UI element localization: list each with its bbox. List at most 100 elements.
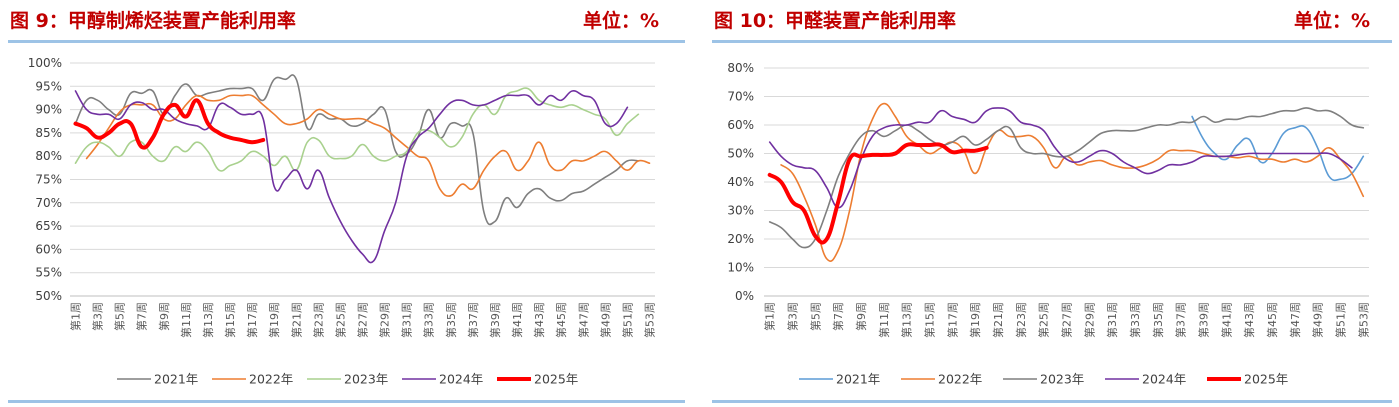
line-chart-formaldehyde: 0% 10% 20% 30% 40% 50% 60% 70% 80% 第1周 第3周 第5周 第7周 第9… (727, 61, 1370, 387)
x-tick-label: 第47周 (1288, 302, 1302, 338)
x-tick-label: 第3周 (786, 302, 800, 331)
legend-label: 2023年 (344, 372, 388, 387)
x-tick-label: 第13周 (201, 302, 215, 338)
series-line-3 (74, 87, 640, 172)
x-tick-label: 第17周 (945, 302, 959, 338)
x-tick-label: 第29周 (1082, 302, 1096, 338)
x-tick-label: 第21周 (289, 302, 303, 338)
y-tick-label: 80% (727, 61, 754, 75)
legend-label: 2021年 (154, 372, 198, 387)
x-tick-label: 第49周 (1311, 302, 1325, 338)
x-tick-label: 第29周 (378, 302, 392, 338)
y-tick-label: 90% (35, 103, 62, 117)
y-tick-label: 100% (28, 56, 62, 70)
divider-top (712, 40, 1392, 43)
legend-label: 2025年 (1244, 372, 1288, 387)
unit-label: 单位：% (583, 10, 660, 32)
x-tick-label: 第53周 (643, 302, 657, 338)
x-tick-label: 第25周 (333, 302, 347, 338)
x-tick-label: 第17周 (245, 302, 259, 338)
legend-label: 2022年 (938, 372, 982, 387)
series-line-1 (1191, 115, 1365, 182)
x-tick-label: 第39周 (488, 302, 502, 338)
chart-panel-methanol-to-olefins: 图 9：甲醇制烯烃装置产能利用率 单位：% 50% 55% 60% 65% 70% 75%… (0, 0, 690, 407)
series-line-5 (73, 98, 266, 150)
x-tick-label: 第27周 (356, 302, 370, 338)
divider-bottom (8, 400, 685, 403)
legend-label: 2021年 (836, 372, 880, 387)
y-tick-label: 0% (735, 289, 754, 303)
x-tick-label: 第41周 (1219, 302, 1233, 338)
y-tick-label: 60% (727, 118, 754, 132)
unit-label: 单位：% (1294, 10, 1371, 32)
legend-label: 2025年 (534, 372, 578, 387)
legend-label: 2024年 (1142, 372, 1186, 387)
x-tick-label: 第37周 (1174, 302, 1188, 338)
x-tick-label: 第25周 (1037, 302, 1051, 338)
x-tick-label: 第27周 (1060, 302, 1074, 338)
x-tick-label: 第31周 (400, 302, 414, 338)
x-tick-label: 第15周 (223, 302, 237, 338)
x-tick-label: 第15周 (923, 302, 937, 338)
chart-title: 图 9：甲醇制烯烃装置产能利用率 (10, 10, 296, 32)
x-tick-label: 第5周 (113, 302, 127, 331)
x-tick-label: 第19周 (267, 302, 281, 338)
x-tick-label: 第41周 (510, 302, 524, 338)
x-tick-label: 第45周 (1265, 302, 1279, 338)
line-chart-methanol-to-olefins: 50% 55% 60% 65% 70% 75% 80% 85% 90% 95% 100% 第1周 第3周… (28, 56, 657, 387)
series-line-4 (74, 90, 629, 264)
y-tick-label: 55% (35, 266, 62, 280)
y-tick-label: 65% (35, 219, 62, 233)
x-tick-label: 第23周 (311, 302, 325, 338)
legend-label: 2024年 (439, 372, 483, 387)
x-tick-label: 第1周 (69, 302, 83, 331)
series-line-2 (780, 102, 1365, 262)
series-line-3 (768, 107, 1365, 249)
y-tick-label: 20% (727, 232, 754, 246)
x-tick-label: 第3周 (91, 302, 105, 331)
y-tick-label: 60% (35, 242, 62, 256)
legend-label: 2023年 (1040, 372, 1084, 387)
x-tick-label: 第31周 (1105, 302, 1119, 338)
series-line-4 (768, 107, 1353, 209)
divider-bottom (712, 400, 1392, 403)
y-tick-label: 50% (727, 147, 754, 161)
x-tick-label: 第37周 (466, 302, 480, 338)
divider-top (8, 40, 685, 43)
x-tick-label: 第9周 (854, 302, 868, 331)
x-tick-label: 第5周 (808, 302, 822, 331)
x-tick-label: 第9周 (157, 302, 171, 331)
x-tick-label: 第51周 (1334, 302, 1348, 338)
y-tick-label: 95% (35, 79, 62, 93)
x-tick-label: 第49周 (598, 302, 612, 338)
y-tick-label: 30% (727, 204, 754, 218)
x-tick-label: 第33周 (1128, 302, 1142, 338)
x-tick-label: 第33周 (422, 302, 436, 338)
x-tick-label: 第43周 (532, 302, 546, 338)
y-tick-label: 10% (727, 261, 754, 275)
x-tick-label: 第47周 (576, 302, 590, 338)
x-tick-label: 第53周 (1356, 302, 1370, 338)
series-line-5 (767, 142, 989, 245)
x-tick-label: 第51周 (620, 302, 634, 338)
x-tick-label: 第21周 (991, 302, 1005, 338)
x-tick-label: 第7周 (135, 302, 149, 331)
x-tick-label: 第23周 (1014, 302, 1028, 338)
legend-label: 2022年 (249, 372, 293, 387)
x-tick-label: 第7周 (831, 302, 845, 331)
y-tick-label: 75% (35, 173, 62, 187)
x-tick-label: 第11周 (179, 302, 193, 338)
y-tick-label: 85% (35, 126, 62, 140)
y-tick-label: 40% (727, 175, 754, 189)
y-tick-label: 70% (727, 90, 754, 104)
x-tick-label: 第35周 (444, 302, 458, 338)
x-tick-label: 第45周 (554, 302, 568, 338)
y-tick-label: 70% (35, 196, 62, 210)
x-tick-label: 第35周 (1151, 302, 1165, 338)
x-tick-label: 第43周 (1242, 302, 1256, 338)
chart-title: 图 10：甲醛装置产能利用率 (714, 10, 957, 32)
x-tick-label: 第11周 (877, 302, 891, 338)
y-tick-label: 80% (35, 149, 62, 163)
x-tick-label: 第1周 (763, 302, 777, 331)
y-tick-label: 50% (35, 289, 62, 303)
